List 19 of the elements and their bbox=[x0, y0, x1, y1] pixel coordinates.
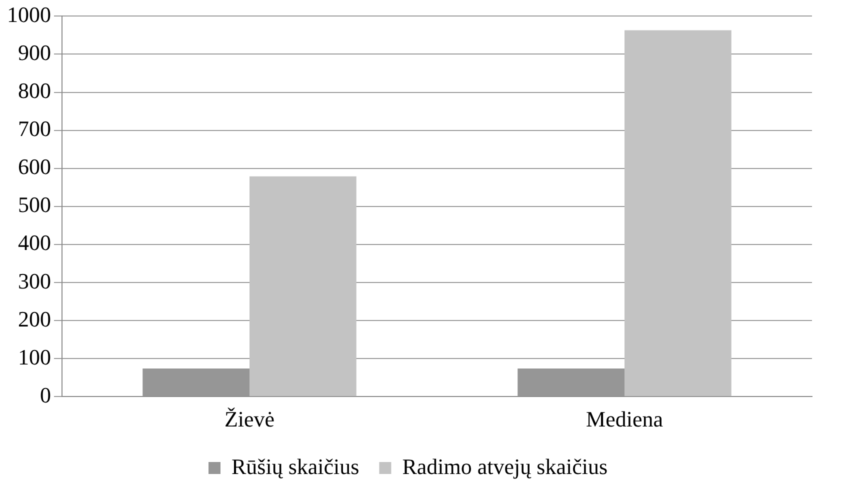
y-tick-label: 400 bbox=[18, 230, 51, 256]
y-tick-label: 100 bbox=[18, 344, 51, 370]
bar bbox=[624, 30, 732, 396]
y-tick-label: 0 bbox=[40, 382, 51, 408]
y-tick-label: 300 bbox=[18, 268, 51, 294]
y-tick-label: 800 bbox=[18, 78, 51, 104]
y-tick-label: 500 bbox=[18, 192, 51, 218]
legend-label: Radimo atvejų skaičius bbox=[402, 454, 608, 479]
x-tick-label: Žievė bbox=[224, 406, 275, 432]
y-tick-label: 700 bbox=[18, 116, 51, 142]
bar bbox=[250, 176, 356, 396]
legend-label: Rūšių skaičius bbox=[231, 454, 360, 479]
y-tick-label: 1000 bbox=[7, 2, 51, 27]
bar bbox=[518, 368, 624, 396]
x-tick-label: Mediena bbox=[586, 406, 664, 432]
y-tick-label: 600 bbox=[18, 154, 51, 180]
y-tick-label: 200 bbox=[18, 306, 51, 332]
bar bbox=[142, 368, 250, 396]
y-tick-label: 900 bbox=[18, 40, 51, 66]
